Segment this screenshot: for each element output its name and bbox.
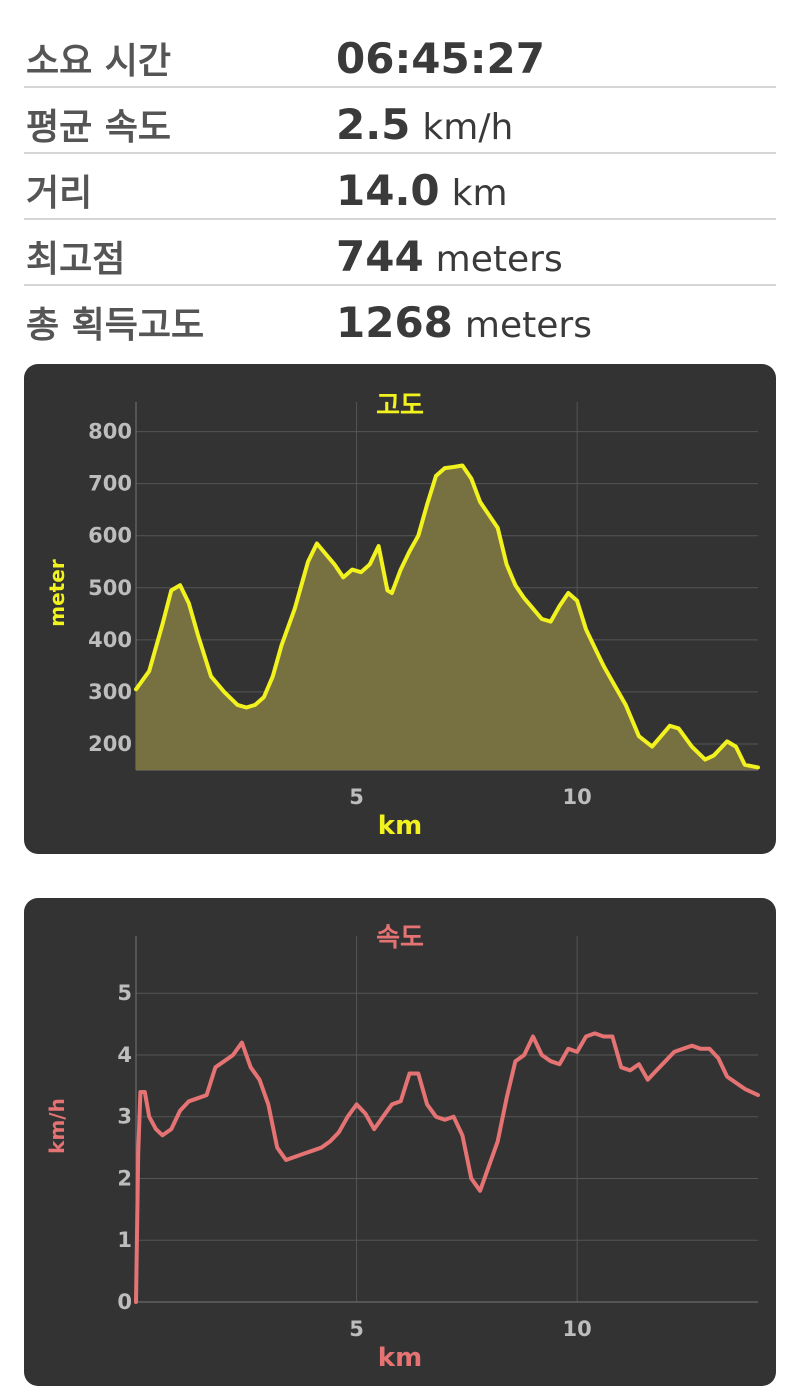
y-tick-label: 0 [117,1290,132,1314]
elevation-chart-card: 200 300 400 500 600 700 800 5 10 고도 km meter [24,364,776,854]
speed-chart-card: 0 1 2 3 4 5 5 10 속도 km km/h [24,898,776,1386]
stat-label: 평균 속도 [26,107,172,148]
y-tick-label: 800 [88,420,132,444]
stat-label: 총 획득고도 [26,305,205,346]
speed-chart: 0 1 2 3 4 5 5 10 속도 km km/h [45,923,760,1373]
stat-value: 2.5 [336,100,411,149]
x-tick-label: 10 [563,785,592,809]
y-tick-label: 500 [88,576,132,600]
stat-value-wrap: 1268 meters [336,298,592,347]
stat-label: 최고점 [26,239,126,280]
x-tick-label: 5 [349,785,364,809]
stat-value: 06:45:27 [336,34,545,83]
chart-title: 고도 [376,391,424,421]
stat-value-wrap: 14.0 km [336,166,508,215]
y-tick-label: 200 [88,732,132,756]
stat-value: 1268 [336,298,453,347]
stat-value: 14.0 [336,166,440,215]
y-tick-label: 300 [88,680,132,704]
y-tick-label: 700 [88,472,132,496]
stat-row-avg-speed: 평균 속도 2.5 km/h [24,88,776,154]
y-tick-label: 2 [117,1166,132,1190]
y-tick-label: 4 [117,1043,132,1067]
stat-unit: km [451,173,508,214]
y-tick-label: 400 [88,628,132,652]
stat-label: 거리 [26,173,93,214]
y-axis-title: meter [45,559,69,627]
stat-value-wrap: 06:45:27 [336,34,545,83]
x-axis-title: km [378,1343,422,1373]
chart-title: 속도 [376,923,424,953]
stat-value-wrap: 744 meters [336,232,563,281]
series-line [134,463,760,770]
stat-value-wrap: 2.5 km/h [336,100,513,149]
elevation-chart: 200 300 400 500 600 700 800 5 10 고도 km meter [45,391,760,841]
y-tick-label: 600 [88,524,132,548]
stat-row-max-elevation: 최고점 744 meters [24,220,776,286]
x-tick-label: 10 [563,1317,592,1341]
stat-row-distance: 거리 14.0 km [24,154,776,220]
stat-unit: meters [435,239,563,280]
stat-unit: km/h [422,107,514,148]
stat-row-total-ascent: 총 획득고도 1268 meters [24,286,776,352]
series-area [136,465,758,770]
stat-value: 744 [336,232,424,281]
series-line [134,1031,760,1304]
stat-row-duration: 소요 시간 06:45:27 [24,22,776,88]
y-tick-label: 3 [117,1105,132,1129]
stat-label: 소요 시간 [26,41,172,82]
y-tick-label: 1 [117,1228,132,1252]
x-tick-label: 5 [349,1317,364,1341]
stats-table: 소요 시간 06:45:27 평균 속도 2.5 km/h 거리 14.0 km 최… [24,22,776,352]
x-axis-title: km [378,811,422,841]
stat-unit: meters [464,305,592,346]
y-axis-title: km/h [45,1098,69,1154]
y-tick-label: 5 [117,981,132,1005]
